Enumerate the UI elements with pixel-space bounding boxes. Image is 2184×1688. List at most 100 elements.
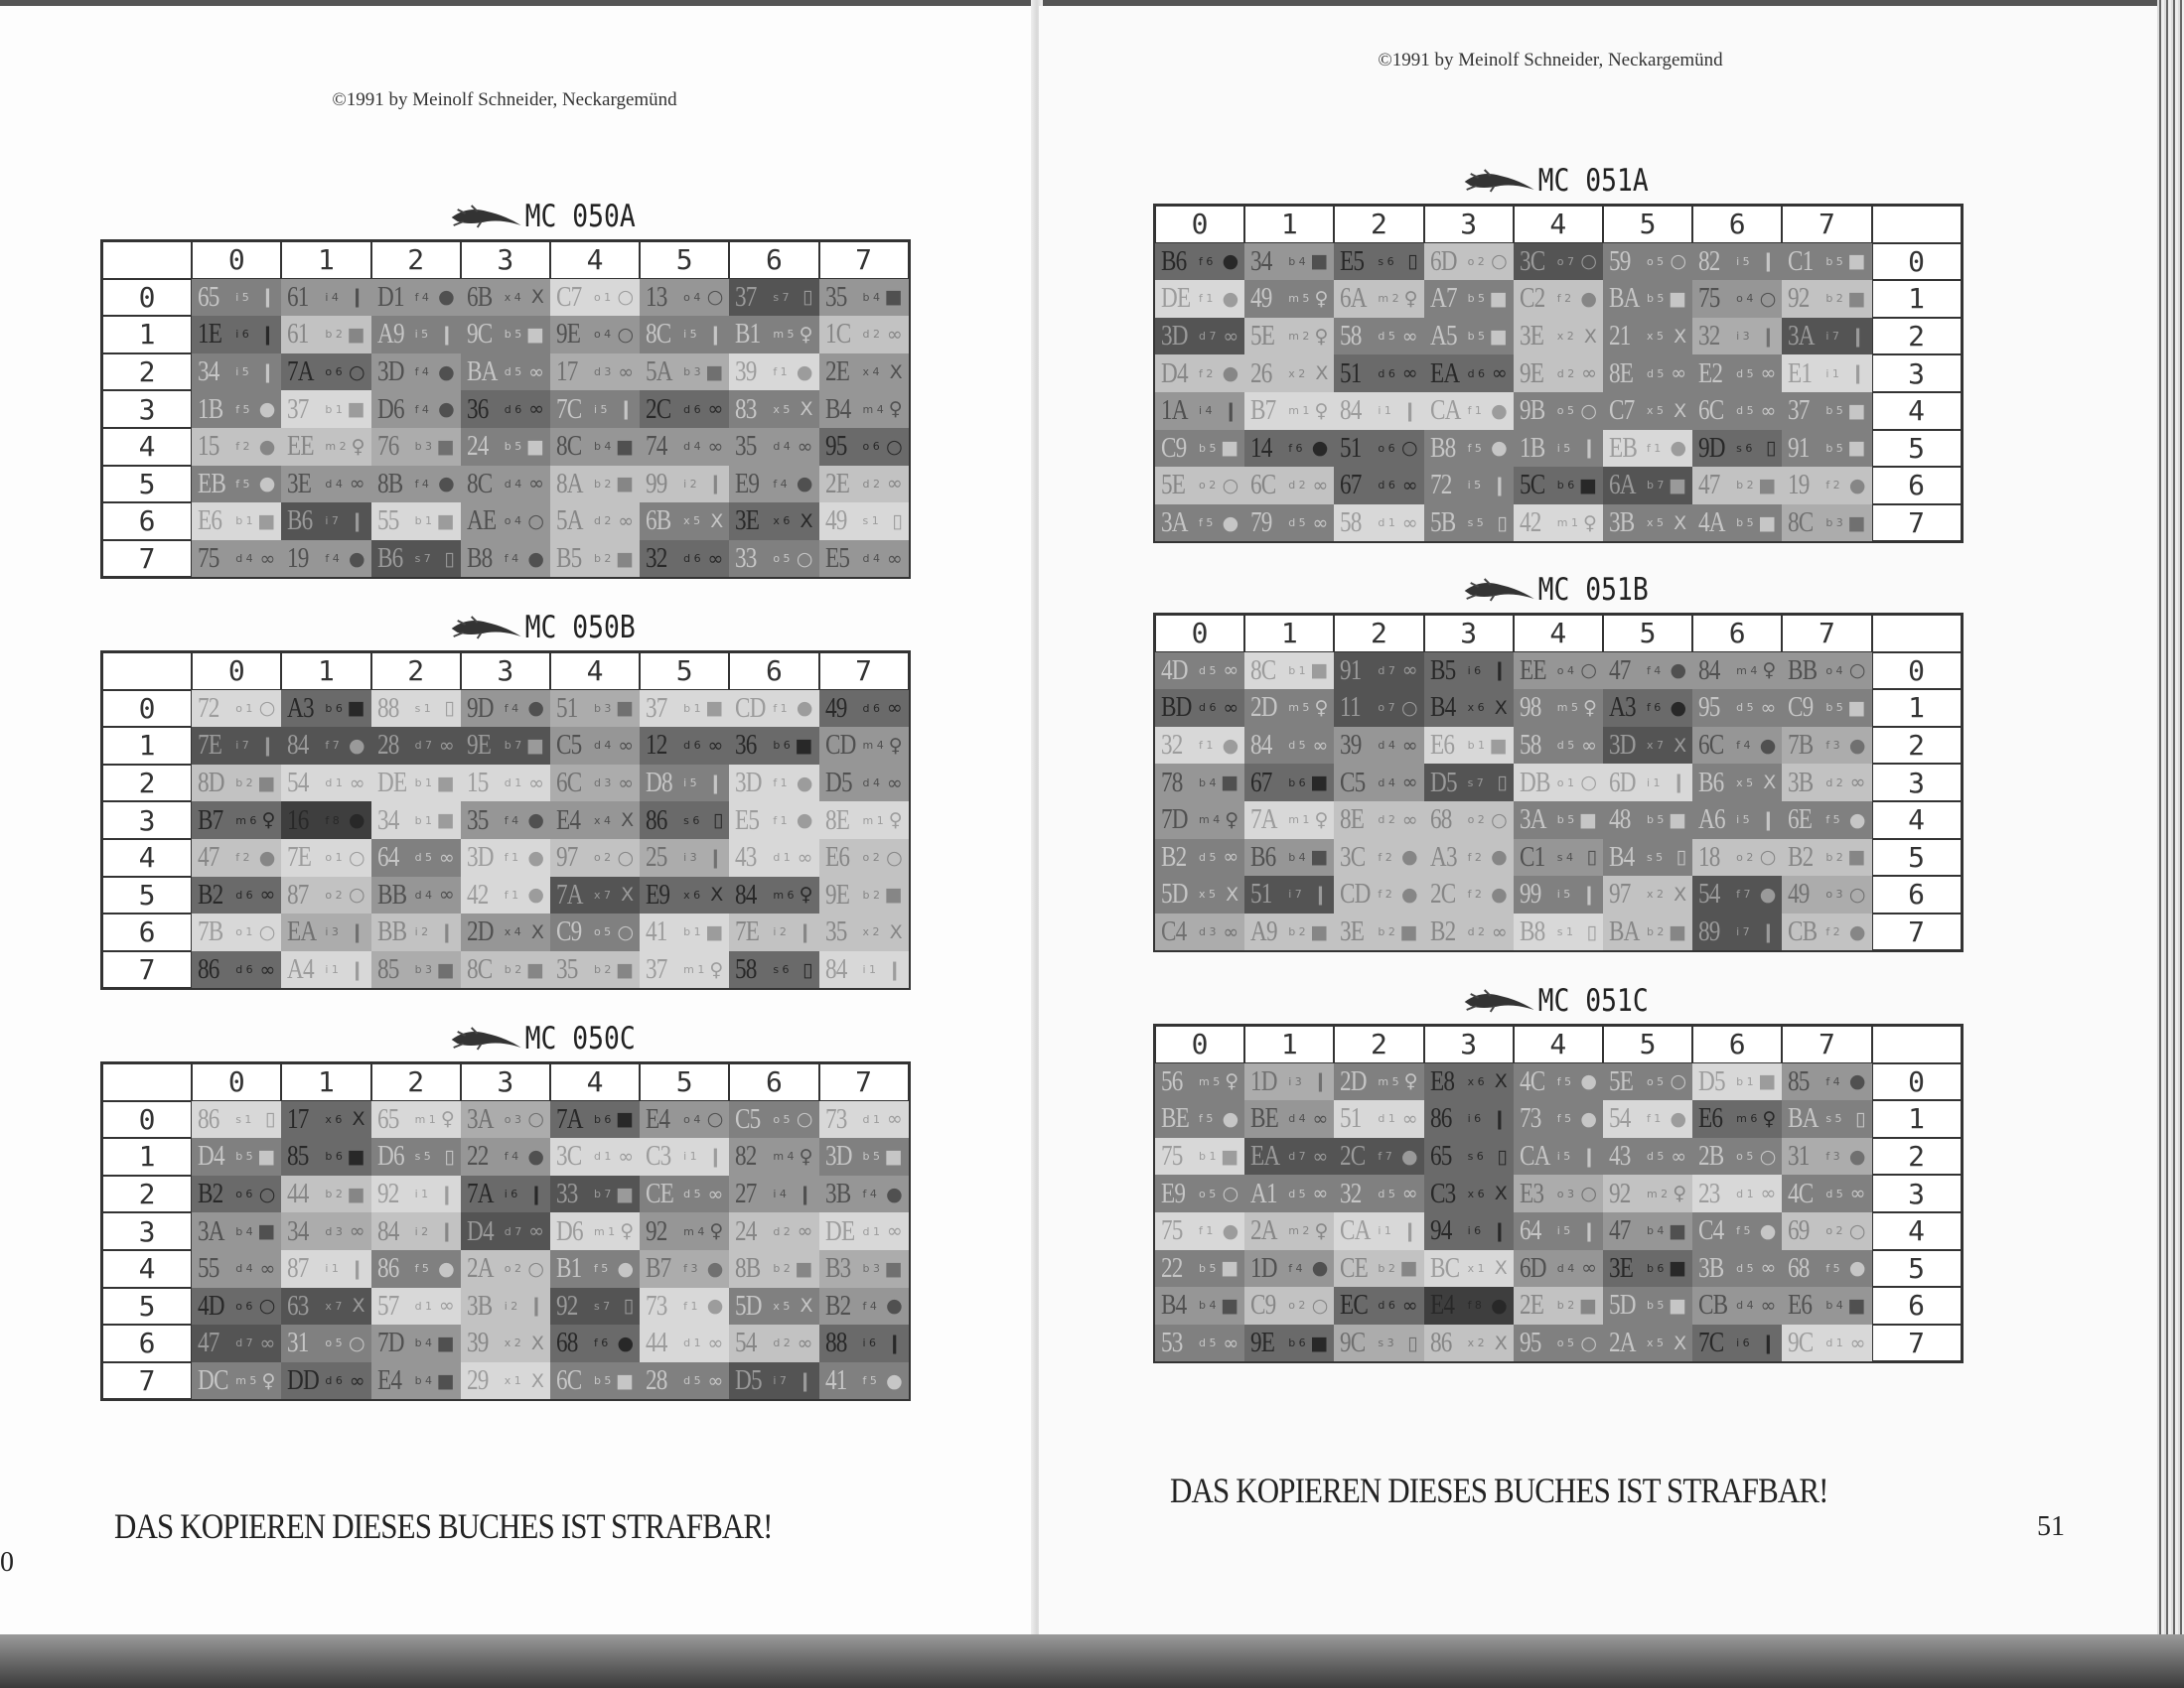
cell-code: 97 bbox=[555, 841, 578, 874]
cell-code: 75 bbox=[1161, 1140, 1183, 1173]
cell-icon-shade: o 2 bbox=[1467, 254, 1485, 268]
cell-icon-shade: b 2 bbox=[1825, 292, 1843, 306]
table-cell: C9 b 5 bbox=[1782, 689, 1872, 727]
table-cell: 64 i 5 bbox=[1513, 1211, 1603, 1250]
table-cell: 65 m 1 bbox=[370, 1100, 461, 1139]
cell-icon-shade: i 5 bbox=[235, 365, 249, 379]
cell-code: 86 bbox=[1429, 1327, 1452, 1359]
cell-code: 2E bbox=[824, 467, 850, 499]
cell-icon-shade: x 7 bbox=[325, 1299, 343, 1313]
row-header: 4 bbox=[1871, 800, 1962, 839]
cell-code: 6C bbox=[1698, 394, 1724, 427]
cell-icon-shade: x 5 bbox=[1199, 888, 1217, 902]
cell-icon-shade: i 5 bbox=[593, 402, 608, 416]
cell-code: 9C bbox=[466, 318, 493, 351]
table-cell: 3E x 6 bbox=[729, 502, 819, 540]
table-cell: 5E o 2 bbox=[1155, 467, 1245, 504]
table-cell: 2B o 5 bbox=[1692, 1137, 1783, 1176]
cell-icon-shade: i 5 bbox=[1556, 441, 1571, 455]
cell-icon-shade: x 5 bbox=[1646, 404, 1664, 418]
row-header: 0 bbox=[102, 278, 193, 317]
table-cell: 6A m 2 bbox=[1334, 280, 1424, 318]
cell-code: 56 bbox=[1161, 1064, 1183, 1097]
table-cell: 3D f 1 bbox=[460, 838, 550, 877]
cell-code: 51 bbox=[1340, 431, 1362, 464]
cell-code: 3E bbox=[1340, 915, 1365, 948]
cell-icon-shade: d 7 bbox=[504, 1224, 522, 1238]
cell-icon-shade: d 5 bbox=[1825, 1187, 1843, 1200]
table-cell: 5E o 5 bbox=[1602, 1062, 1693, 1101]
cell-icon-shade: d 7 bbox=[1378, 663, 1395, 677]
table-cell: 7B f 3 bbox=[1782, 726, 1872, 765]
table-cell: 2D m 5 bbox=[1244, 689, 1335, 727]
table-cell: B2 d 6 bbox=[192, 876, 282, 914]
table-cell: 72 i 5 bbox=[1423, 467, 1514, 504]
table-cell: 83 x 5 bbox=[729, 390, 819, 428]
table-cell: 99 i 2 bbox=[640, 465, 730, 503]
cell-icon-shade: f 4 bbox=[414, 477, 429, 491]
cell-code: 3A bbox=[198, 1214, 225, 1247]
cell-code: 3C bbox=[555, 1140, 582, 1173]
cell-icon-shade: d 2 bbox=[862, 477, 880, 491]
cell-code: CB bbox=[1788, 915, 1818, 948]
cell-icon-shade: b 4 bbox=[414, 1374, 433, 1388]
table-cell: 8D b 2 bbox=[192, 764, 282, 802]
table-cell: C7 o 1 bbox=[549, 278, 641, 317]
table-cell: 3C o 7 bbox=[1513, 242, 1603, 281]
table-cell: 3B f 4 bbox=[818, 1175, 909, 1213]
table-cell: 7A o 6 bbox=[281, 352, 371, 391]
cell-code: 87 bbox=[287, 878, 309, 911]
cell-code: 15 bbox=[466, 767, 489, 799]
table-cell: 7D m 4 bbox=[1155, 800, 1245, 839]
table-cell: EC d 6 bbox=[1334, 1287, 1424, 1325]
table-cell: E5 s 6 bbox=[1334, 242, 1424, 281]
table-cell: E4 o 4 bbox=[640, 1100, 730, 1139]
cell-icon-shade: x 2 bbox=[1556, 330, 1574, 344]
table-cell: E3 o 3 bbox=[1513, 1175, 1603, 1212]
cell-icon-shade: m 2 bbox=[1288, 330, 1310, 344]
row-header: 6 bbox=[102, 1325, 193, 1362]
cell-icon-shade: d 7 bbox=[1288, 1150, 1306, 1164]
copyright-notice: ©1991 by Meinolf Schneider, Neckargemünd bbox=[332, 89, 677, 110]
corner-cell bbox=[102, 652, 193, 690]
cell-code: 51 bbox=[1250, 878, 1272, 911]
cell-icon-shade: o 6 bbox=[1378, 441, 1395, 455]
table-cell: 8C b 4 bbox=[549, 427, 641, 466]
cell-icon-shade: f 5 bbox=[235, 402, 250, 416]
column-header: 6 bbox=[1692, 615, 1783, 652]
cell-code: 8C bbox=[466, 953, 493, 986]
row-header: 0 bbox=[1871, 1062, 1962, 1101]
table-cell: 16 f 8 bbox=[281, 801, 371, 839]
cell-icon-shade: o 2 bbox=[593, 851, 612, 865]
cell-icon-shade: b 5 bbox=[593, 1374, 612, 1388]
cell-icon-shade: f 3 bbox=[1825, 1150, 1840, 1164]
cell-code: B4 bbox=[824, 392, 851, 425]
cell-icon-shade: d 6 bbox=[1378, 1299, 1395, 1313]
table-cell: 6B x 5 bbox=[640, 502, 730, 540]
cell-code: 42 bbox=[466, 878, 489, 911]
table-cell: 68 f 5 bbox=[1782, 1249, 1872, 1288]
cell-icon-shade: x 5 bbox=[1736, 775, 1754, 789]
table-cell: 37 b 1 bbox=[640, 689, 730, 728]
table-cell: B2 f 4 bbox=[818, 1287, 909, 1326]
cell-code: B4 bbox=[1429, 691, 1456, 724]
cell-code: 41 bbox=[646, 915, 667, 948]
cell-code: B7 bbox=[646, 1252, 671, 1285]
table-cell: 95 o 6 bbox=[818, 427, 909, 466]
cell-code: 2E bbox=[824, 355, 850, 388]
cell-code: B2 bbox=[1788, 840, 1814, 873]
scorpion-logo-icon bbox=[451, 1027, 521, 1051]
cell-icon-shade: b 7 bbox=[504, 739, 522, 753]
cell-code: B2 bbox=[1429, 915, 1456, 948]
column-header: 4 bbox=[549, 241, 641, 279]
cell-code: 94 bbox=[1429, 1214, 1452, 1247]
cell-icon-shade: s 1 bbox=[414, 701, 431, 715]
cell-icon-shade: o 3 bbox=[1825, 888, 1843, 902]
cell-code: 4C bbox=[1519, 1064, 1545, 1097]
cell-icon-shade: i 2 bbox=[504, 1299, 518, 1313]
cell-icon-shade: x 4 bbox=[862, 365, 880, 379]
cell-icon-shade: x 4 bbox=[504, 925, 521, 939]
table-cell: 8C b 3 bbox=[1782, 503, 1872, 542]
cell-code: 84 bbox=[735, 878, 757, 911]
cell-code: 3A bbox=[1161, 506, 1189, 539]
